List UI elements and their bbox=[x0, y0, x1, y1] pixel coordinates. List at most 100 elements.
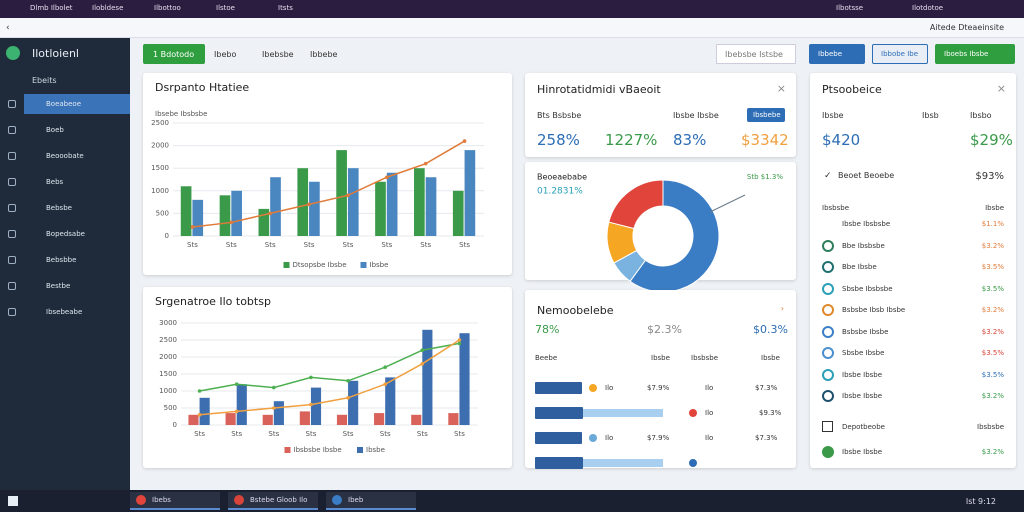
table-cell: Ilo bbox=[605, 434, 614, 442]
browser-tab[interactable]: Itsts bbox=[278, 4, 293, 12]
list-title: Ptsoobeice bbox=[822, 83, 882, 96]
y-tick-label: 1500 bbox=[159, 370, 177, 378]
logo-icon bbox=[6, 46, 20, 60]
menu-item[interactable]: Bestbe bbox=[46, 282, 71, 290]
top-right[interactable]: Ilotdotoe bbox=[912, 4, 944, 12]
line-point bbox=[190, 225, 195, 229]
stats-button[interactable]: Ibsbebe bbox=[747, 108, 785, 122]
browser-tab[interactable]: Ilobldese bbox=[92, 4, 124, 12]
expand[interactable]: › bbox=[780, 304, 784, 313]
stats-card: Hinrotatidmidi vBaeoit × Bts Bsbsbe Ibsb… bbox=[525, 73, 796, 157]
legend-swatch bbox=[357, 447, 363, 453]
line-point bbox=[383, 382, 387, 386]
taskbar-app[interactable]: Ibeb bbox=[326, 492, 416, 510]
table-stat: $0.3% bbox=[753, 323, 788, 336]
feature-icon: ✓ bbox=[824, 171, 832, 181]
menu-item[interactable]: Boeabeoe bbox=[46, 100, 82, 108]
chart-subtitle: Ibsebe Ibsbsbe bbox=[155, 110, 207, 118]
y-tick-label: 2000 bbox=[151, 142, 169, 150]
browser-tab[interactable]: Ilstoe bbox=[216, 4, 235, 12]
primary-button[interactable]: 1 Bdotodo bbox=[143, 44, 205, 64]
toolbar-link[interactable]: Ibebo bbox=[214, 50, 237, 59]
taskbar: Ist 9:12 Ibebs Bstebe Gloob Ilo Ibeb bbox=[0, 490, 1024, 512]
table-stat: $2.3% bbox=[647, 323, 682, 336]
back-arrow[interactable]: ‹ bbox=[6, 23, 10, 33]
menu-icon bbox=[8, 308, 16, 316]
x-tick-label: Sts bbox=[380, 430, 391, 438]
menu-item[interactable]: Bopedsabe bbox=[46, 230, 85, 238]
x-tick-label: Sts bbox=[459, 241, 470, 249]
start-button[interactable] bbox=[8, 496, 18, 506]
list-header: Ibsbsbe bbox=[822, 204, 849, 212]
list-label: Ibsb bbox=[922, 111, 939, 120]
sidebar: Ilotloienl Ebeits Boeabeoe Boeb Beooobate B… bbox=[0, 38, 130, 490]
address-right[interactable]: Aitede Dteaeinsite bbox=[929, 23, 1004, 32]
line bbox=[192, 140, 465, 228]
top-right[interactable]: Ilbotsse bbox=[836, 4, 864, 12]
y-tick-label: 2000 bbox=[159, 353, 177, 361]
taskbar-app[interactable]: Ibebs bbox=[130, 492, 220, 510]
filter-select[interactable]: Ibebsbe Istsbe bbox=[716, 44, 796, 64]
bar bbox=[448, 413, 459, 425]
list-label: Ibsbe bbox=[822, 111, 844, 120]
y-tick-label: 3000 bbox=[159, 319, 177, 327]
sidebar-section: Ebeits bbox=[32, 76, 57, 85]
bar bbox=[299, 411, 310, 425]
close[interactable]: × bbox=[776, 82, 786, 95]
bar bbox=[219, 195, 231, 236]
row-icon bbox=[822, 261, 834, 273]
line-point bbox=[457, 338, 462, 342]
bar bbox=[336, 414, 348, 425]
browser-tab[interactable]: Dlmb Ilbolet bbox=[30, 4, 73, 12]
table-cell: $9.3% bbox=[759, 409, 782, 417]
bar bbox=[258, 208, 270, 236]
filter-label: Ibebsbe Istsbe bbox=[725, 50, 783, 59]
table-cell: $7.9% bbox=[647, 384, 670, 392]
table-cell: Ilo bbox=[605, 384, 614, 392]
trend-chart: Srgenatroe Ilo tobtsp 0 500 1000 1500 2000 250… bbox=[155, 295, 478, 454]
browser-tab[interactable]: Ilbottoo bbox=[154, 4, 181, 12]
y-tick-label: 500 bbox=[156, 209, 169, 217]
table-cell: $7.3% bbox=[755, 384, 778, 392]
row-name: Bsbsbe Ibsb Ibsbe bbox=[842, 306, 906, 314]
row-chip bbox=[535, 407, 583, 419]
row-icon bbox=[822, 390, 834, 402]
menu-item[interactable]: Ibsebeabe bbox=[46, 308, 83, 316]
logo: Ilotloienl bbox=[32, 47, 79, 60]
menu-item[interactable]: Boeb bbox=[46, 126, 64, 134]
bar bbox=[374, 413, 385, 425]
line-point bbox=[385, 175, 389, 180]
line-point bbox=[383, 365, 387, 369]
x-tick-label: Sts bbox=[454, 430, 465, 438]
menu-icon bbox=[8, 256, 16, 264]
y-tick-label: 0 bbox=[173, 421, 177, 429]
toolbar-button[interactable]: Ibbobe Ibe bbox=[872, 44, 928, 64]
menu-icon bbox=[8, 100, 16, 108]
table-header: Ibsbe bbox=[761, 354, 780, 362]
table-stat: 78% bbox=[535, 323, 560, 336]
menu-item[interactable]: Bebsbbe bbox=[46, 256, 77, 264]
bar bbox=[192, 199, 204, 236]
menu-item[interactable]: Bebsbe bbox=[46, 204, 72, 212]
menu-item[interactable]: Beooobate bbox=[46, 152, 84, 160]
taskbar-app[interactable]: Bstebe Gloob Ilo bbox=[228, 492, 318, 510]
bar bbox=[459, 333, 470, 425]
toolbar-link[interactable]: Ibebsbe bbox=[262, 50, 294, 59]
x-tick-label: Sts bbox=[268, 430, 279, 438]
trend-card: Srgenatroe Ilo tobtsp 0 500 1000 1500 2000 250… bbox=[143, 287, 512, 468]
toolbar-button[interactable]: Iboebs Ibsbe bbox=[935, 44, 1015, 64]
bar bbox=[180, 186, 192, 236]
close[interactable]: × bbox=[996, 82, 1006, 95]
table-card: Nemoobelebe › 78% $2.3% $0.3% Beebe Ibsbe Ibs… bbox=[525, 290, 796, 469]
donut-badge: Stb $1.3% bbox=[747, 173, 783, 181]
x-tick-label: Sts bbox=[194, 430, 205, 438]
app-icon bbox=[136, 495, 146, 505]
toolbar-link[interactable]: Ibbebe bbox=[310, 50, 338, 59]
list-stat: $420 bbox=[822, 131, 861, 149]
row-value: $3.2% bbox=[981, 241, 1004, 250]
line-point bbox=[272, 406, 276, 410]
line-point bbox=[346, 193, 350, 198]
toolbar-button[interactable]: Ibbebe bbox=[809, 44, 865, 64]
line-point bbox=[309, 375, 313, 380]
menu-item[interactable]: Bebs bbox=[46, 178, 64, 186]
